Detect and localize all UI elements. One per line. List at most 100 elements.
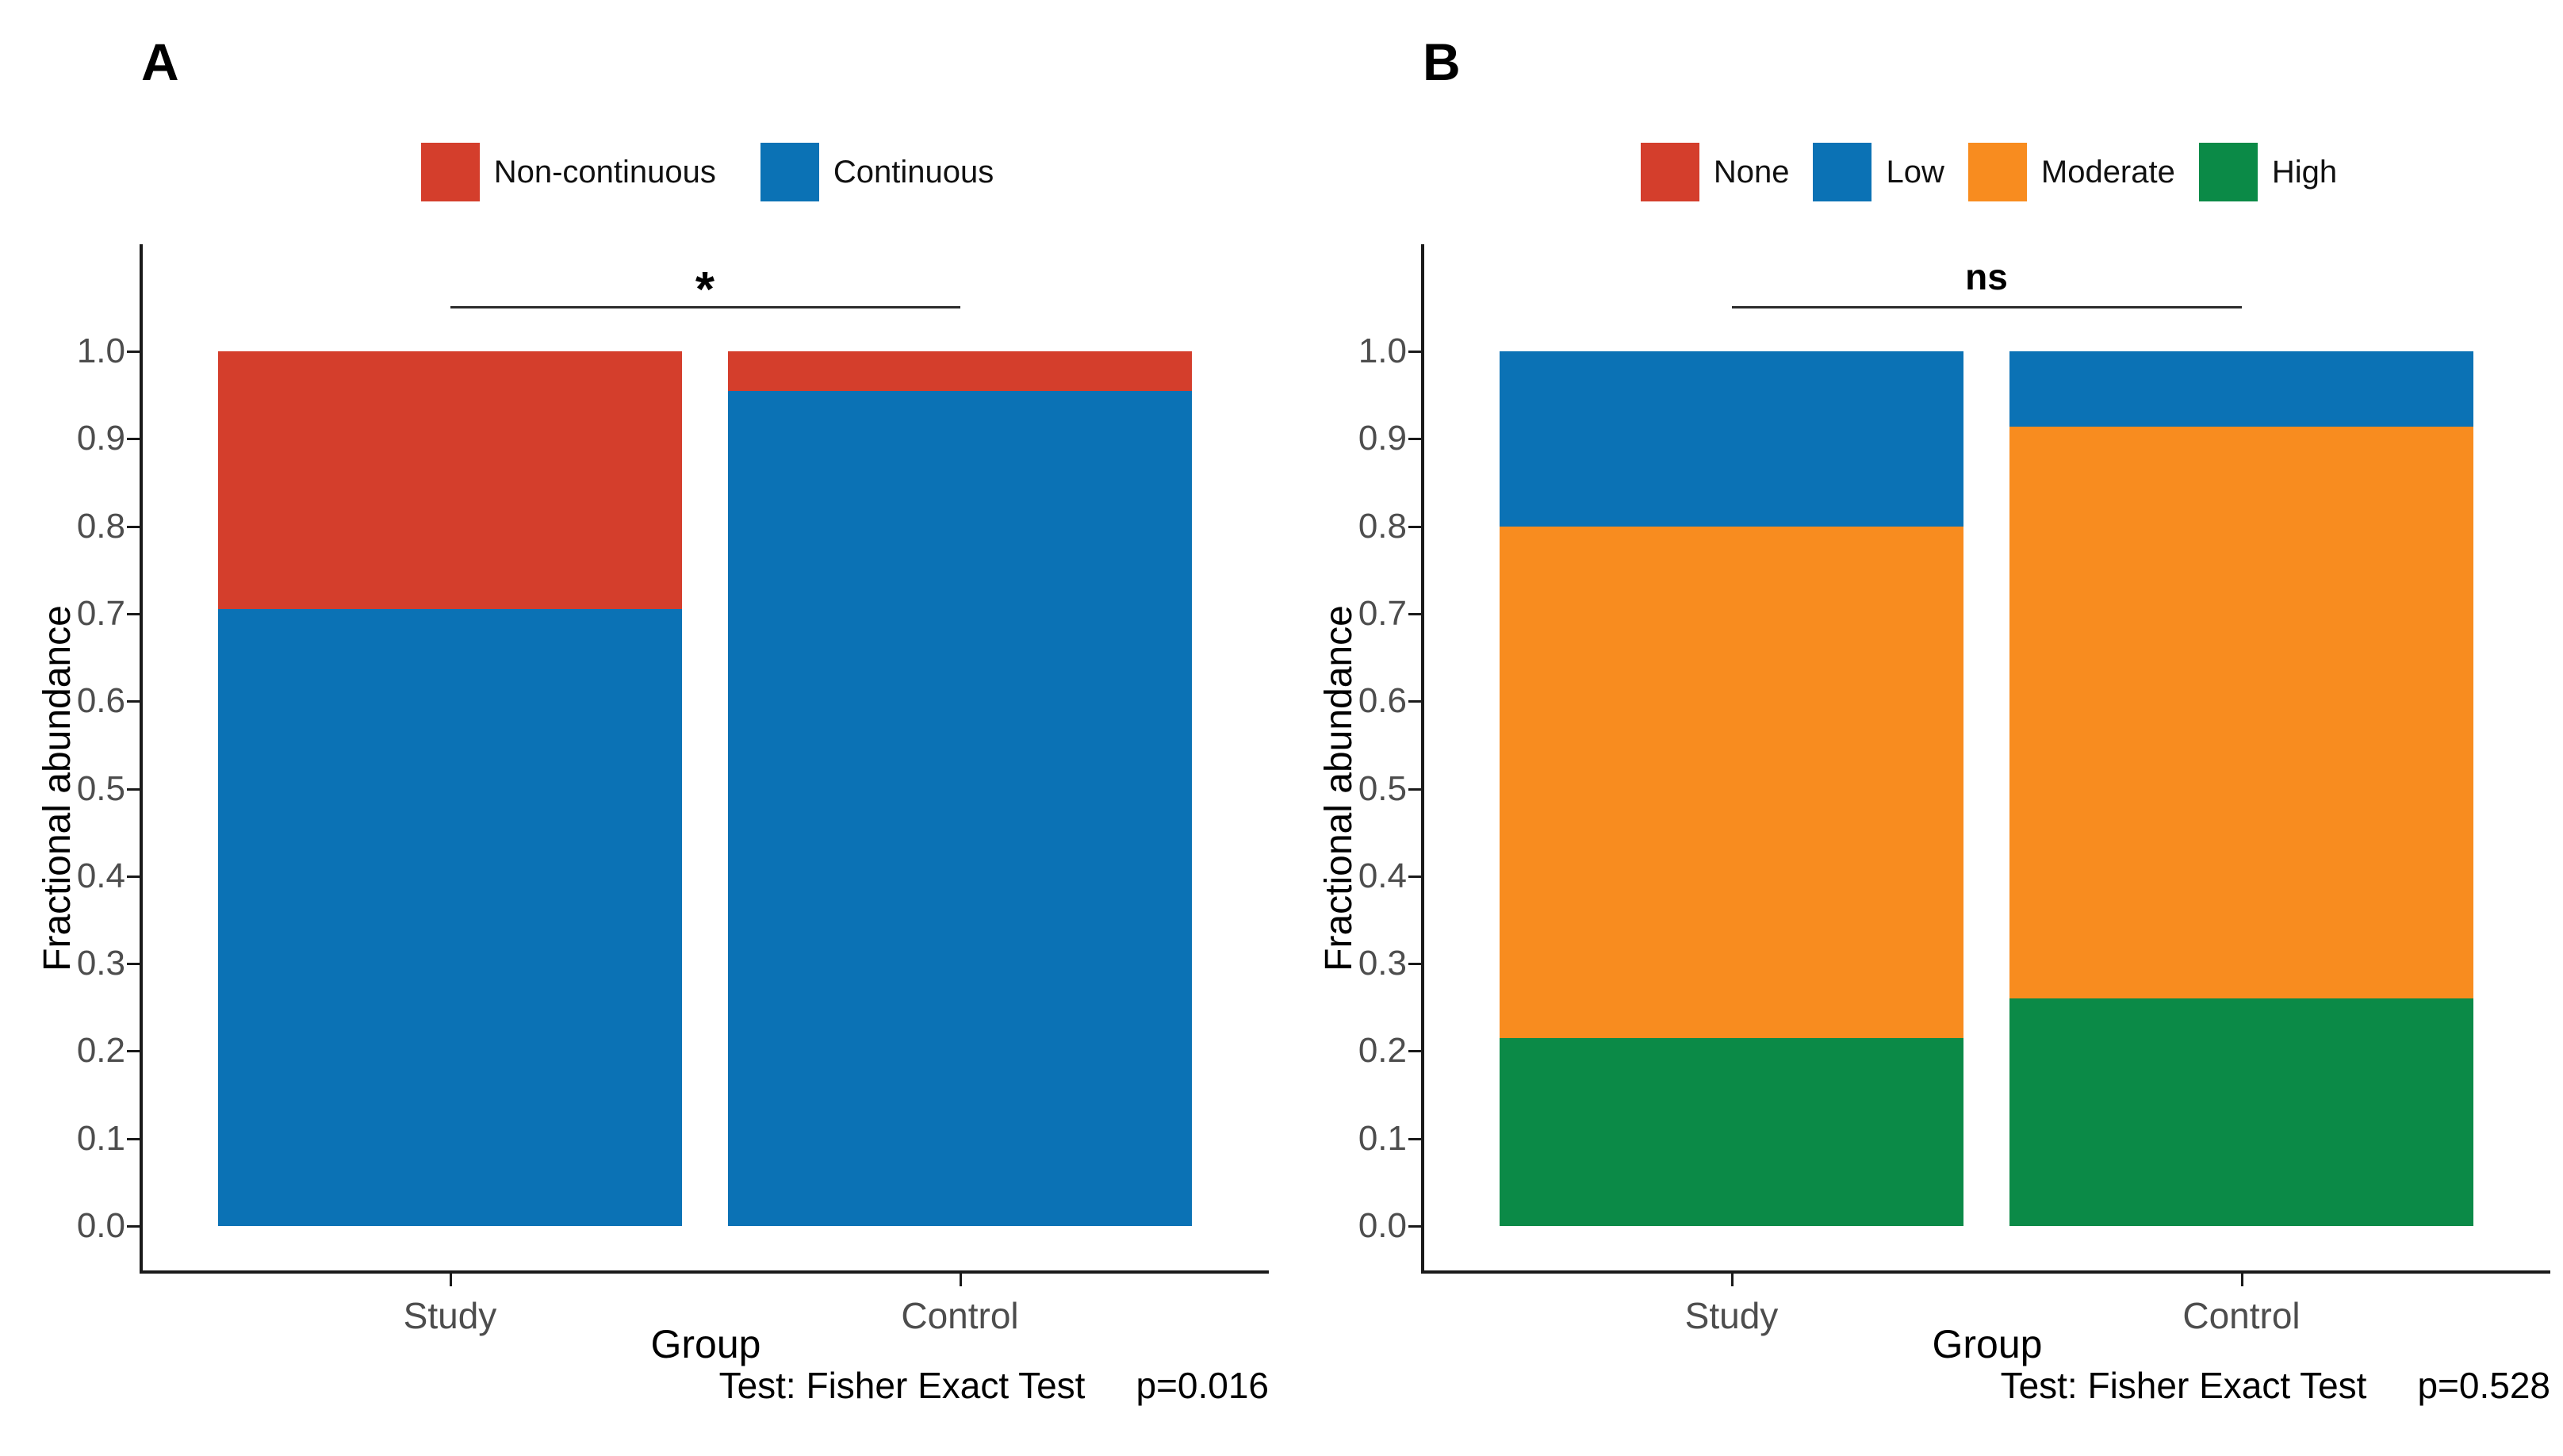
y-axis-title: Fractional abundance <box>36 605 79 971</box>
y-axis-line <box>140 244 143 1274</box>
bar-segment-high <box>2009 998 2473 1226</box>
panel-b-label: B <box>1423 33 1461 91</box>
category-label: Study <box>1684 1295 1779 1336</box>
y-tick-label: 0.0 <box>76 1206 125 1245</box>
y-tick <box>1408 525 1421 528</box>
y-tick <box>1408 1137 1421 1140</box>
legend-item: Non-continuous <box>420 143 716 201</box>
y-tick-label: 0.1 <box>76 1118 125 1158</box>
y-tick-label: 0.8 <box>76 506 125 546</box>
significance-line <box>1731 306 2242 308</box>
legend-label: None <box>1713 154 1790 190</box>
bar-segment-continuous <box>728 390 1192 1226</box>
legend-item: High <box>2198 143 2338 201</box>
y-tick-label: 0.5 <box>76 768 125 808</box>
y-tick-label: 0.8 <box>1358 506 1407 546</box>
category-label: Control <box>2182 1295 2301 1336</box>
x-axis-title: Group <box>650 1322 761 1366</box>
y-tick <box>127 963 140 966</box>
legend-item: None <box>1640 143 1790 201</box>
bar-segment-moderate <box>1500 526 1963 1038</box>
bar-segment-non-continuous <box>218 351 682 610</box>
y-axis-title: Fractional abundance <box>1318 605 1360 971</box>
x-axis-title: Group <box>1932 1322 2043 1366</box>
legend-item: Low <box>1813 143 1944 201</box>
y-tick <box>127 612 140 615</box>
y-tick <box>127 438 140 441</box>
panel-a-legend: Non-continuous Continuous <box>143 143 1272 201</box>
y-tick <box>1408 1225 1421 1228</box>
y-tick <box>1408 612 1421 615</box>
caption: Test: Fisher Exact Test p=0.528 <box>2001 1364 2550 1407</box>
x-tick <box>1730 1274 1734 1286</box>
y-tick-label: 0.6 <box>76 681 125 721</box>
panel-b-legend: None Low Moderate High <box>1424 143 2553 201</box>
y-tick <box>127 1225 140 1228</box>
y-tick-label: 0.7 <box>1358 593 1407 633</box>
y-tick-label: 0.2 <box>76 1031 125 1071</box>
y-tick <box>127 1050 140 1053</box>
legend-swatch-high <box>2198 143 2258 201</box>
significance-label: * <box>695 262 715 317</box>
y-tick <box>1408 875 1421 878</box>
y-tick-label: 0.9 <box>1358 419 1407 458</box>
legend-swatch-continuous <box>760 143 819 201</box>
x-axis-line <box>140 1270 1269 1274</box>
caption-test-label: Test: Fisher Exact Test <box>2000 1365 2367 1406</box>
y-tick <box>1408 787 1421 791</box>
bar-segment-continuous <box>218 609 682 1226</box>
legend-label: Continuous <box>833 154 994 190</box>
y-tick <box>127 351 140 353</box>
y-tick <box>1408 351 1421 353</box>
category-label: Study <box>403 1295 497 1336</box>
y-tick <box>127 525 140 528</box>
x-tick <box>959 1274 962 1286</box>
y-tick-label: 0.2 <box>1358 1031 1407 1071</box>
y-tick <box>127 1137 140 1140</box>
caption: Test: Fisher Exact Test p=0.016 <box>719 1364 1269 1407</box>
y-tick-label: 0.5 <box>1358 768 1407 808</box>
bar-segment-non-continuous <box>728 351 1192 391</box>
panel-a-plot-area: 0.0 0.1 0.2 0.3 0.4 0.5 0.6 0.7 0.8 0.9 1.0 Study Co… <box>76 244 1269 1336</box>
caption-p-value: p=0.016 <box>1136 1365 1269 1406</box>
legend-label: Low <box>1886 154 1944 190</box>
panel-a-label: A <box>141 33 179 91</box>
y-tick-label: 0.1 <box>1358 1118 1407 1158</box>
y-axis-line <box>1421 244 1424 1274</box>
x-tick <box>449 1274 452 1286</box>
y-tick <box>1408 963 1421 966</box>
y-tick-label: 0.7 <box>76 593 125 633</box>
legend-label: Moderate <box>2040 154 2175 190</box>
panel-b: B None Low Moderate High 0.0 0.1 0.2 0.3 0.4 0.5… <box>1282 0 2563 1456</box>
y-tick-label: 0.9 <box>76 419 125 458</box>
y-tick-label: 1.0 <box>76 331 125 370</box>
legend-swatch-low <box>1813 143 1872 201</box>
x-axis-line <box>1421 1270 2550 1274</box>
panel-a: A Non-continuous Continuous 0.0 0.1 0.2 0.3 0… <box>36 33 1272 1407</box>
legend-item: Continuous <box>760 143 994 201</box>
significance-label: ns <box>1965 256 2008 297</box>
bar-segment-moderate <box>2009 426 2473 999</box>
legend-swatch-none <box>1640 143 1699 201</box>
bar-segment-low <box>2009 351 2473 427</box>
y-tick <box>127 787 140 791</box>
caption-test-label: Test: Fisher Exact Test <box>718 1365 1086 1406</box>
y-tick <box>1408 700 1421 703</box>
x-tick <box>2240 1274 2243 1286</box>
significance-line <box>450 306 960 308</box>
y-tick <box>127 875 140 878</box>
legend-label: Non-continuous <box>493 154 716 190</box>
y-tick-label: 1.0 <box>1358 331 1407 370</box>
panel-b-plot-area: 0.0 0.1 0.2 0.3 0.4 0.5 0.6 0.7 0.8 0.9 1.0 Study Co… <box>1282 0 2563 1456</box>
legend-swatch-non-continuous <box>420 143 480 201</box>
y-tick-label: 0.4 <box>1358 856 1407 895</box>
y-tick-label: 0.0 <box>1358 1206 1407 1245</box>
y-tick <box>1408 438 1421 441</box>
y-tick <box>127 700 140 703</box>
bar-segment-low <box>1500 351 1963 527</box>
y-tick-label: 0.6 <box>1358 681 1407 721</box>
y-tick <box>1408 1050 1421 1053</box>
legend-label: High <box>2271 154 2338 190</box>
caption-p-value: p=0.528 <box>2417 1365 2550 1406</box>
